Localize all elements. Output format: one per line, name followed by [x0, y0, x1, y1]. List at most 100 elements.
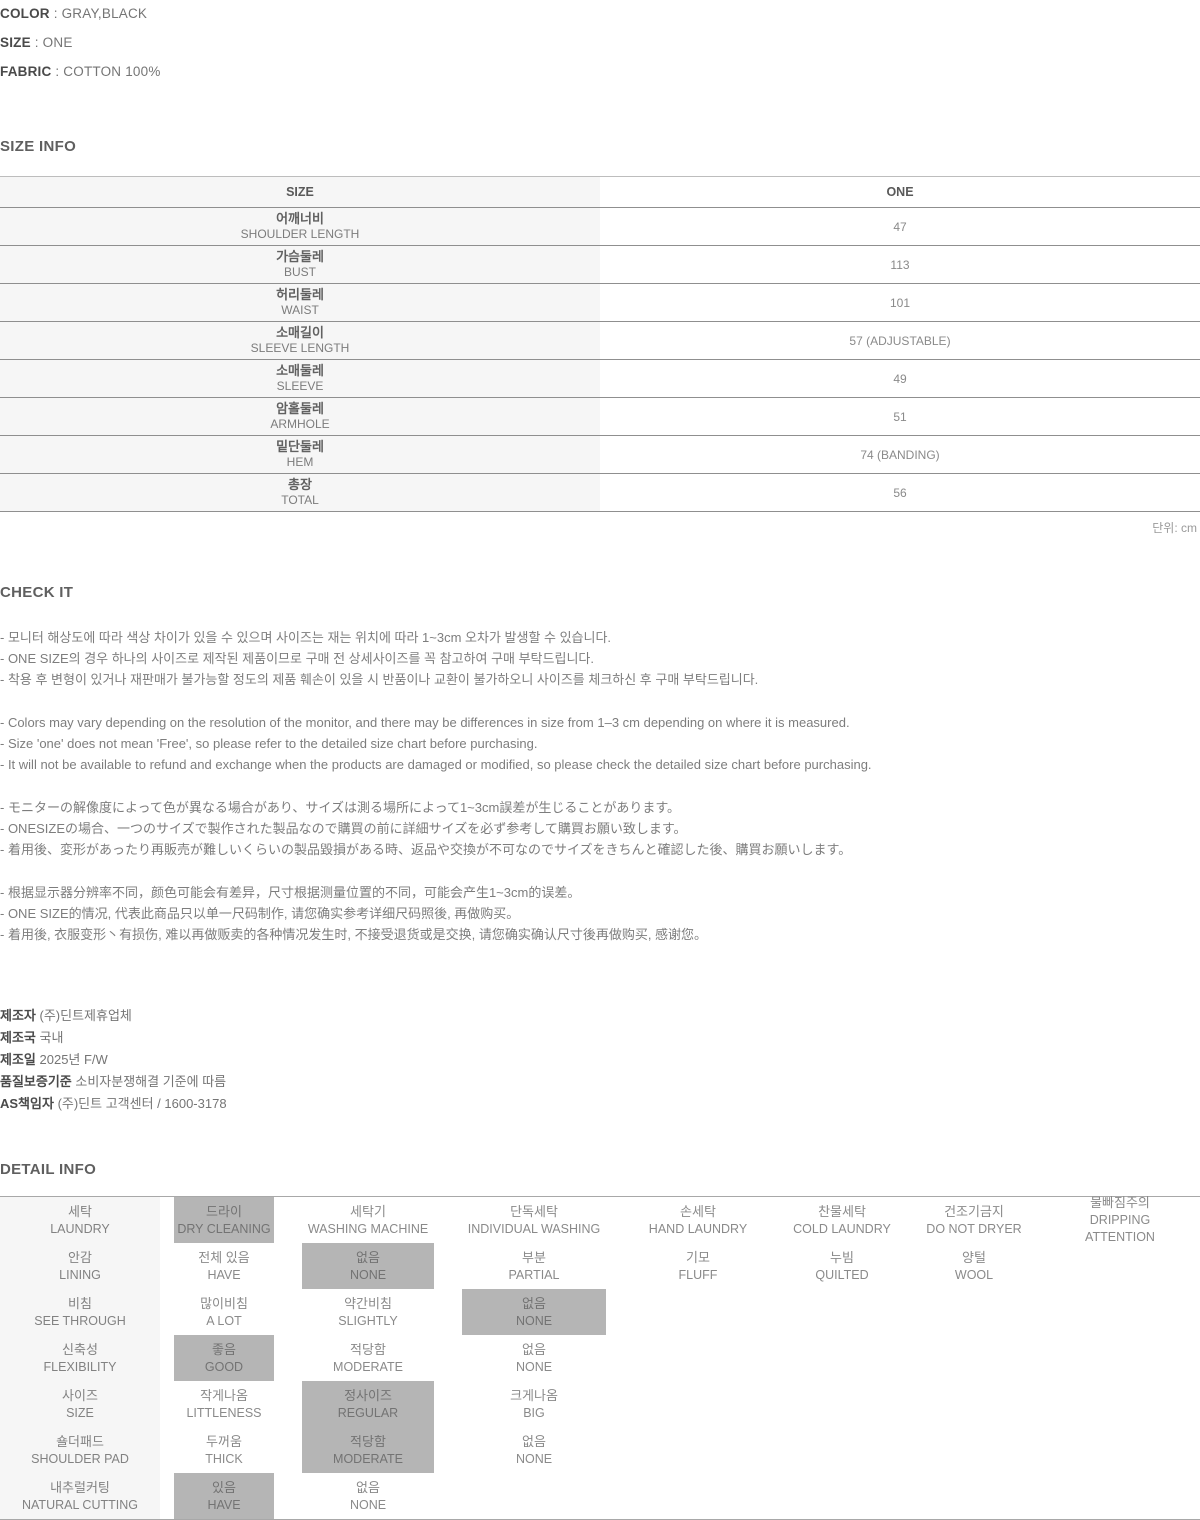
- manu-label: 품질보증기준: [0, 1074, 72, 1089]
- option-shoulder-pad-none: 없음 NONE: [515, 1433, 553, 1466]
- detail-row-size: 사이즈 SIZE 작게나옴 LITTLENESS 정사이즈 REGULAR 크게나옴 B…: [0, 1381, 1200, 1427]
- option-dry-cleaning: 드라이 DRY CLEANING: [174, 1197, 274, 1243]
- size-row-total: 총장 TOTAL 56: [0, 474, 1200, 512]
- option-cell: 부분 PARTIAL: [448, 1243, 620, 1289]
- check-line: - 모니터 해상도에 따라 색상 차이가 있을 수 있으며 사이즈는 재는 위치…: [0, 630, 612, 645]
- option-cold-laundry: 찬물세탁 COLD LAUNDRY: [793, 1203, 891, 1236]
- spec-color-value: : GRAY,BLACK: [49, 6, 148, 21]
- option-cell: 크게나옴 BIG: [448, 1381, 620, 1427]
- size-row-sleeve: 소매둘레 SLEEVE 49: [0, 360, 1200, 398]
- option-lining-wool: 양털 WOOL: [954, 1249, 994, 1282]
- option-lining-fluff: 기모 FLUFF: [678, 1249, 718, 1282]
- size-row-value: 101: [889, 295, 911, 310]
- option-cell: 누빔 QUILTED: [776, 1243, 908, 1289]
- spec-color: COLOR : GRAY,BLACK: [0, 4, 1200, 24]
- size-row-label-en: WAIST: [281, 303, 319, 317]
- detail-row-laundry: 세탁 LAUNDRY 드라이 DRY CLEANING 세탁기 WASHING MAC…: [0, 1195, 1200, 1244]
- detail-row-label: 안감 LINING: [0, 1243, 160, 1289]
- spec-fabric-value: : COTTON 100%: [51, 64, 161, 79]
- option-shoulder-pad-thick: 두꺼움 THICK: [205, 1433, 243, 1466]
- option-cell: 건조기금지 DO NOT DRYER: [908, 1197, 1040, 1243]
- detail-row-see-through: 비침 SEE THROUGH 많이비침 A LOT 약간비침 SLIGHTLY 없음 N…: [0, 1289, 1200, 1335]
- option-cell: 없음 NONE: [448, 1335, 620, 1381]
- size-row-value: 56: [893, 485, 907, 500]
- detail-info-title: DETAIL INFO: [0, 1161, 97, 1178]
- option-cell: 좋음 GOOD: [160, 1335, 288, 1381]
- spec-size-label: SIZE: [0, 35, 31, 50]
- check-it-block: - 모니터 해상도에 따라 색상 차이가 있을 수 있으며 사이즈는 재는 위치…: [0, 627, 1200, 945]
- size-row-label-kr: 가슴둘레: [276, 249, 324, 264]
- option-see-through-slightly: 약간비침 SLIGHTLY: [338, 1295, 398, 1328]
- size-row-label-kr: 암홀둘레: [276, 401, 324, 416]
- check-group-english: - Colors may vary depending on the resol…: [0, 712, 1200, 775]
- option-see-through-a-lot: 많이비침 A LOT: [200, 1295, 248, 1328]
- detail-row-label: 세탁 LAUNDRY: [0, 1197, 160, 1243]
- size-info-title: SIZE INFO: [0, 138, 77, 155]
- check-group-chinese: - 根据显示器分辨率不同，颜色可能会有差异，尺寸根据测量位置的不同，可能会产生1…: [0, 882, 1200, 945]
- manufacturer-line: 제조자 (주)딘트제휴업체: [0, 1005, 1200, 1027]
- check-line: - 착용 후 변형이 있거나 재판매가 불가능할 정도의 제품 훼손이 있을 시…: [0, 672, 759, 687]
- detail-row-lining: 안감 LINING 전체 있음 HAVE 없음 NONE 부분 PARTIAL 기모 FL…: [0, 1243, 1200, 1289]
- option-cell: 전체 있음 HAVE: [160, 1243, 288, 1289]
- size-table-header-one: ONE: [886, 185, 914, 199]
- check-line: - モニターの解像度によって色が異なる場合があり、サイズは測る場所によって1~3…: [0, 800, 681, 815]
- spec-size: SIZE : ONE: [0, 33, 1200, 53]
- size-row-label-en: SLEEVE: [276, 379, 324, 393]
- check-line: - 根据显示器分辨率不同，颜色可能会有差异，尺寸根据测量位置的不同，可能会产生1…: [0, 885, 581, 900]
- option-cell: 많이비침 A LOT: [160, 1289, 288, 1335]
- size-table: SIZE ONE 어깨너비 SHOULDER LENGTH 47 가슴둘레 BUST…: [0, 176, 1200, 512]
- check-line: - Colors may vary depending on the resol…: [0, 715, 850, 730]
- manufacturer-line: 제조일 2025년 F/W: [0, 1049, 1200, 1071]
- option-size-regular: 정사이즈 REGULAR: [302, 1381, 434, 1427]
- check-group-korean: - 모니터 해상도에 따라 색상 차이가 있을 수 있으며 사이즈는 재는 위치…: [0, 627, 1200, 690]
- option-cell: 적당함 MODERATE: [288, 1427, 448, 1473]
- option-lining-none: 없음 NONE: [302, 1243, 434, 1289]
- option-cell: 찬물세탁 COLD LAUNDRY: [776, 1197, 908, 1243]
- option-dripping-attention: 물빠짐주의 DRIPPING ATTENTION: [1085, 1195, 1155, 1244]
- size-row-label-en: BUST: [283, 265, 316, 279]
- option-cell: 적당함 MODERATE: [288, 1335, 448, 1381]
- check-line: - ONE SIZE의 경우 하나의 사이즈로 제작된 제품이므로 구매 전 상…: [0, 651, 594, 666]
- option-cell: 정사이즈 REGULAR: [288, 1381, 448, 1427]
- size-table-header-size: SIZE: [0, 177, 600, 207]
- size-row-label-en: ARMHOLE: [270, 417, 330, 431]
- size-row-waist: 허리둘레 WAIST 101: [0, 284, 1200, 322]
- spec-fabric: FABRIC : COTTON 100%: [0, 62, 1200, 82]
- option-flexibility-good: 좋음 GOOD: [174, 1335, 274, 1381]
- option-cell: 드라이 DRY CLEANING: [160, 1197, 288, 1243]
- size-row-value: 113: [890, 257, 910, 272]
- option-cell: 손세탁 HAND LAUNDRY: [620, 1197, 776, 1243]
- manufacturer-info: 제조자 (주)딘트제휴업체 제조국 국내 제조일 2025년 F/W 품질보증기…: [0, 1005, 1200, 1115]
- option-cell: 작게나옴 LITTLENESS: [160, 1381, 288, 1427]
- size-row-value: 57 (ADJUSTABLE): [849, 333, 951, 348]
- detail-row-label: 비침 SEE THROUGH: [0, 1289, 160, 1335]
- option-cell: 있음 HAVE: [160, 1473, 288, 1519]
- spec-color-label: COLOR: [0, 6, 50, 21]
- option-natural-cutting-have: 있음 HAVE: [174, 1473, 274, 1519]
- detail-row-label: 숄더패드 SHOULDER PAD: [0, 1427, 160, 1473]
- size-row-label-en: SLEEVE LENGTH: [250, 341, 350, 355]
- option-cell: 양털 WOOL: [908, 1243, 1040, 1289]
- option-cell: 약간비침 SLIGHTLY: [288, 1289, 448, 1335]
- unit-note: 단위: cm: [1152, 521, 1197, 535]
- option-flexibility-none: 없음 NONE: [515, 1341, 553, 1374]
- size-row-label-kr: 소매길이: [276, 325, 324, 340]
- size-row-bust: 가슴둘레 BUST 113: [0, 246, 1200, 284]
- option-shoulder-pad-moderate: 적당함 MODERATE: [302, 1427, 434, 1473]
- product-specs: COLOR : GRAY,BLACK SIZE : ONE FABRIC : C…: [0, 4, 1200, 82]
- size-row-value: 47: [893, 219, 907, 234]
- option-hand-laundry: 손세탁 HAND LAUNDRY: [648, 1203, 748, 1236]
- detail-row-shoulder-pad: 숄더패드 SHOULDER PAD 두꺼움 THICK 적당함 MODERATE 없음…: [0, 1427, 1200, 1473]
- spec-fabric-label: FABRIC: [0, 64, 52, 79]
- manu-label: 제조자: [0, 1008, 36, 1023]
- manufacturer-line: 품질보증기준 소비자분쟁해결 기준에 따름: [0, 1071, 1200, 1093]
- size-row-shoulder: 어깨너비 SHOULDER LENGTH 47: [0, 208, 1200, 246]
- option-cell: 기모 FLUFF: [620, 1243, 776, 1289]
- option-see-through-none: 없음 NONE: [462, 1289, 606, 1335]
- option-cell: 없음 NONE: [448, 1289, 620, 1335]
- check-group-japanese: - モニターの解像度によって色が異なる場合があり、サイズは測る場所によって1~3…: [0, 797, 1200, 860]
- option-individual-washing: 단독세탁 INDIVIDUAL WASHING: [467, 1203, 601, 1236]
- size-row-label-en: TOTAL: [281, 493, 319, 507]
- size-row-label-kr: 어깨너비: [276, 211, 324, 226]
